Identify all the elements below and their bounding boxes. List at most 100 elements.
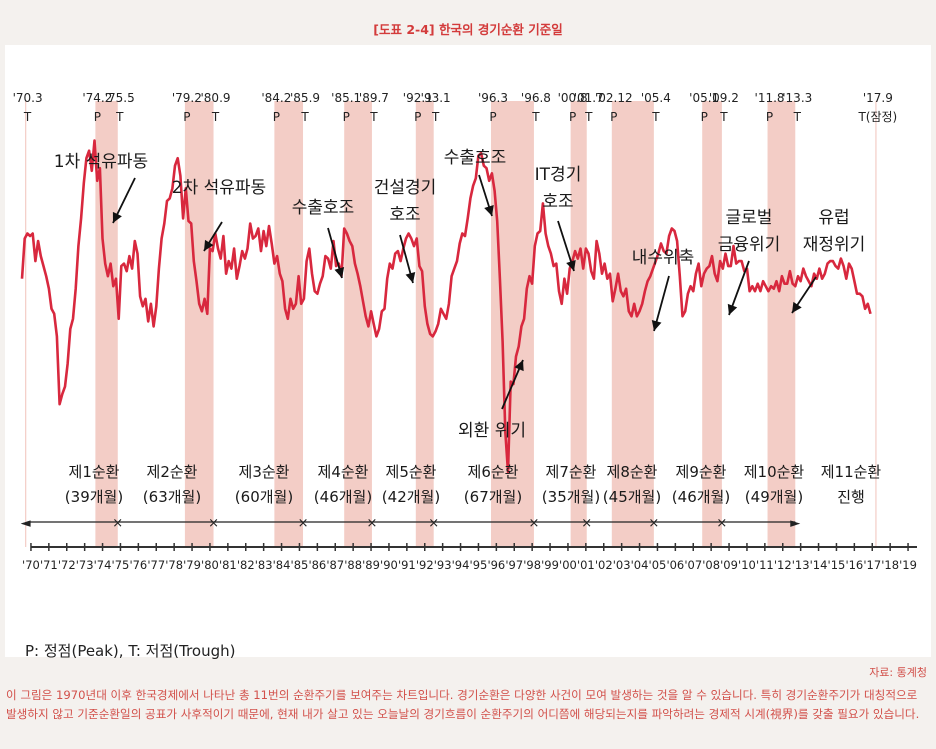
cycle-marker-8: × <box>648 516 659 531</box>
x-tick-label-40: '10 <box>738 558 756 572</box>
tp-type-5: P <box>273 110 280 124</box>
tp-type-12: T <box>531 110 540 124</box>
band-1970 <box>25 101 27 547</box>
series-line <box>20 139 872 474</box>
x-tick-label-16: '86 <box>308 558 326 572</box>
cycle-marker-6: × <box>528 516 539 531</box>
x-tick-label-17: '87 <box>326 558 344 572</box>
cycle-name-3: 제4순환 <box>318 463 369 481</box>
tp-date-17: '05.1 <box>689 91 719 105</box>
tp-type-2: T <box>115 110 124 124</box>
tp-date-3: '79.2 <box>172 91 202 105</box>
business-cycle-chart: '70.3T'74.2P'75.5T'79.2P'80.9T'84.2P'85.… <box>13 91 917 572</box>
band-1 <box>184 101 214 547</box>
tp-type-0: T <box>23 110 32 124</box>
cycle-months-5: (67개월) <box>464 488 522 506</box>
band-5 <box>490 101 534 547</box>
band-9 <box>767 101 796 547</box>
band-2017 <box>875 101 877 547</box>
cycle-marker-10: ► <box>790 516 800 531</box>
tp-date-6: '85.9 <box>290 91 320 105</box>
annotation-oil1-0: 1차 석유파동 <box>54 152 148 172</box>
cycle-marker-5: × <box>428 516 439 531</box>
band-7 <box>611 101 654 547</box>
annotation-euro-0: 유럽 <box>818 208 849 228</box>
x-tick-label-34: '04 <box>631 558 649 572</box>
tp-type-15: P <box>610 110 617 124</box>
band-4 <box>415 101 434 547</box>
tp-date-14: '01.7 <box>574 91 604 105</box>
tp-type-3: P <box>183 110 190 124</box>
tp-date-4: '80.9 <box>201 91 231 105</box>
tp-type-17: P <box>701 110 708 124</box>
x-tick-label-28: '98 <box>523 558 541 572</box>
x-tick-label-49: '19 <box>899 558 917 572</box>
tp-date-8: '89.7 <box>359 91 389 105</box>
x-tick-label-9: '79 <box>183 558 201 572</box>
cycle-name-5: 제6순환 <box>468 463 519 481</box>
x-tick-label-15: '85 <box>291 558 309 572</box>
cycle-name-10: 제11순환 <box>821 463 882 481</box>
cycle-months-10: 진행 <box>837 488 865 506</box>
cycle-months-4: (42개월) <box>382 488 440 506</box>
cycle-name-4: 제5순환 <box>386 463 437 481</box>
tp-date-2: '75.5 <box>105 91 135 105</box>
annotation-arrowhead-export1 <box>334 267 345 278</box>
tp-type-8: T <box>369 110 378 124</box>
tp-type-19: P <box>766 110 773 124</box>
tp-type-7: P <box>343 110 350 124</box>
x-tick-label-38: '08 <box>702 558 720 572</box>
tp-date-9: '92.1 <box>403 91 433 105</box>
cycle-months-6: (35개월) <box>542 488 600 506</box>
x-tick-label-26: '96 <box>487 558 505 572</box>
annotation-arrowhead-export2 <box>484 204 494 216</box>
x-tick-label-43: '13 <box>792 558 810 572</box>
x-tick-label-11: '81 <box>219 558 237 572</box>
annotation-global-1: 금융위기 <box>718 235 781 255</box>
annotation-euro-1: 재정위기 <box>803 235 866 255</box>
cycle-marker-2: × <box>208 516 219 531</box>
annotation-arrowhead-construction <box>405 272 416 283</box>
cycle-name-6: 제7순환 <box>546 463 597 481</box>
x-tick-label-0: '70 <box>22 558 40 572</box>
x-tick-label-30: '00 <box>559 558 577 572</box>
cycle-months-2: (60개월) <box>235 488 293 506</box>
tp-date-0: '70.3 <box>13 91 43 105</box>
annotation-it-0: IT경기 <box>535 165 582 185</box>
tp-date-16: '05.4 <box>641 91 671 105</box>
annotation-oil2-0: 2차 석유파동 <box>172 178 266 198</box>
x-tick-label-32: '02 <box>595 558 613 572</box>
tp-type-16: T <box>651 110 660 124</box>
tp-type-6: T <box>300 110 309 124</box>
tp-date-7: '85.1 <box>331 91 361 105</box>
cycle-months-3: (46개월) <box>314 488 372 506</box>
figure-title: [도표 2-4] 한국의 경기순환 기준일 <box>373 22 563 37</box>
x-tick-label-1: '71 <box>40 558 58 572</box>
band-8 <box>702 101 722 547</box>
cycle-marker-4: × <box>366 516 377 531</box>
x-tick-label-46: '16 <box>845 558 863 572</box>
annotation-imf-0: 외환 위기 <box>458 421 526 441</box>
x-tick-label-12: '82 <box>237 558 255 572</box>
cycle-months-8: (46개월) <box>672 488 730 506</box>
annotation-export1-0: 수출호조 <box>292 198 355 218</box>
annotation-arrowhead-it <box>566 259 576 271</box>
x-tick-label-48: '18 <box>881 558 899 572</box>
x-tick-label-25: '95 <box>470 558 488 572</box>
cycle-name-8: 제9순환 <box>676 463 727 481</box>
tp-date-13: '00.8 <box>558 91 588 105</box>
x-tick-label-31: '01 <box>577 558 595 572</box>
tp-date-10: '93.1 <box>421 91 451 105</box>
cycle-marker-0: ◄ <box>21 516 31 531</box>
caption-text: 이 그림은 1970년대 이후 한국경제에서 나타난 총 11번의 순환주기를 … <box>6 688 920 721</box>
x-tick-label-10: '80 <box>201 558 219 572</box>
x-tick-label-44: '14 <box>810 558 828 572</box>
annotation-arrowhead-global <box>727 303 738 315</box>
x-tick-label-3: '73 <box>76 558 94 572</box>
x-tick-label-2: '72 <box>58 558 76 572</box>
tp-date-20: '13.3 <box>782 91 812 105</box>
x-tick-label-6: '76 <box>129 558 147 572</box>
x-tick-label-35: '05 <box>649 558 667 572</box>
cycle-name-2: 제3순환 <box>239 463 290 481</box>
cycle-months-0: (39개월) <box>65 488 123 506</box>
